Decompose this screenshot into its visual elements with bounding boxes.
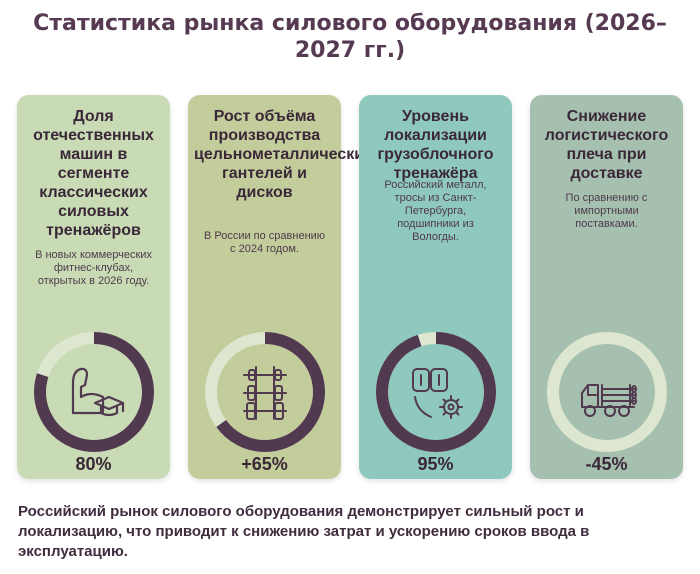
stat-card-production-growth: Рост объёма производства цельнометалличе… <box>188 95 373 479</box>
card-title: Рост объёма производства цельнометалличе… <box>194 108 373 201</box>
page-title: Статистика рынка силового оборудования (… <box>33 11 667 63</box>
card-description: В России по сравнению с 2024 годом. <box>203 230 326 255</box>
card-description: В новых коммерческих фитнес-клубах, откр… <box>35 249 152 287</box>
progress-ring <box>200 327 330 457</box>
logging-truck-icon <box>581 384 637 417</box>
card-value: 95% <box>417 454 454 474</box>
muscle-arm-graduation-cap-icon <box>71 367 125 417</box>
card-description: Российский металл, тросы из Санкт-Петерб… <box>384 179 487 243</box>
dumbbell-rack-icon <box>243 366 287 420</box>
progress-ring <box>542 327 672 457</box>
stat-card-localization-level: Уровень локализации грузоблочного тренаж… <box>359 95 512 479</box>
progress-ring-fill <box>376 332 496 452</box>
card-title: Снижение логистического плеча при достав… <box>544 108 669 182</box>
card-value: -45% <box>585 454 628 474</box>
stat-card-domestic-share: Доля отечественных машин в сегменте клас… <box>17 95 170 479</box>
progress-ring-fill <box>34 332 154 452</box>
progress-ring <box>29 327 159 457</box>
summary-text: Российский рынок силового оборудования д… <box>18 503 590 560</box>
card-title: Доля отечественных машин в сегменте клас… <box>33 108 154 239</box>
stats-cards: Доля отечественных машин в сегменте клас… <box>17 95 683 479</box>
card-value: +65% <box>241 454 288 474</box>
machine-parts-gear-icon <box>412 368 463 419</box>
progress-ring <box>371 327 501 457</box>
card-title: Уровень локализации грузоблочного тренаж… <box>377 108 494 182</box>
stat-card-logistics-reduction: Снижение логистического плеча при достав… <box>530 95 683 479</box>
progress-ring-fill <box>205 332 325 452</box>
card-description: По сравнению с импортными поставками. <box>565 192 648 230</box>
card-value: 80% <box>75 454 112 474</box>
